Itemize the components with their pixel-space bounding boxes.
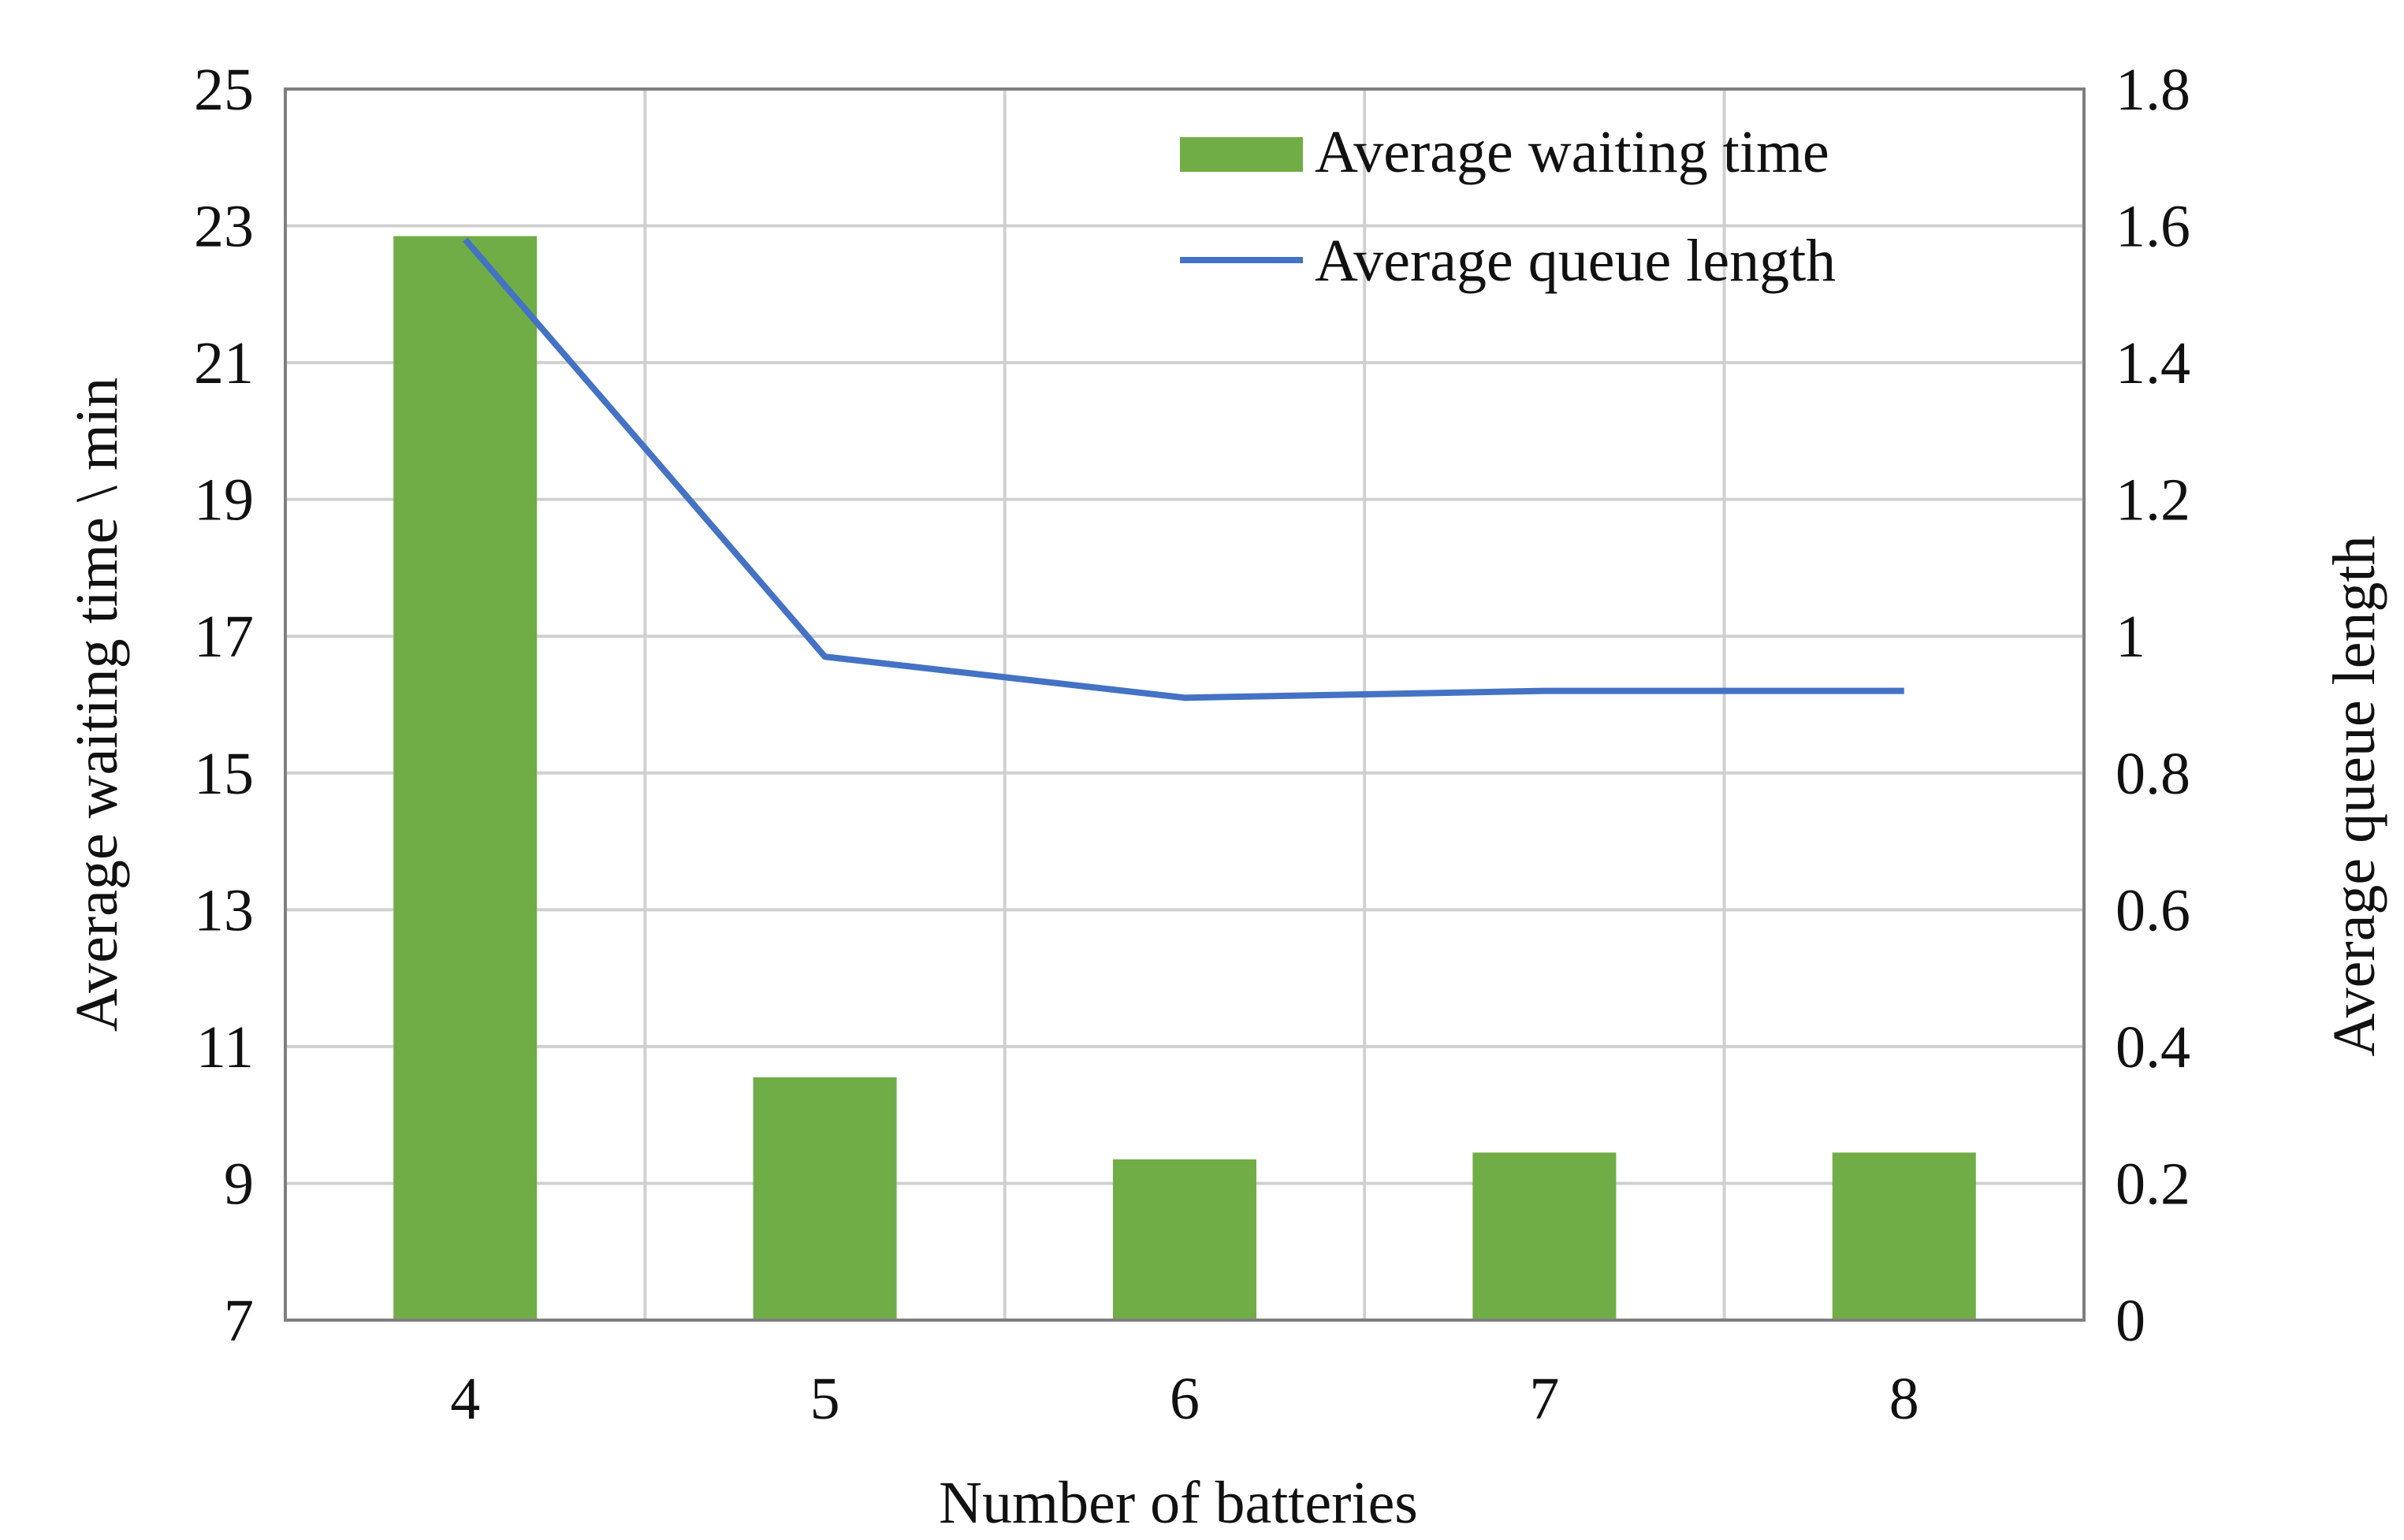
legend: Average waiting time Average queue lengt… bbox=[1180, 119, 1836, 294]
legend-label-queue-length: Average queue length bbox=[1315, 228, 1836, 294]
y2-tick-label: 0.8 bbox=[2116, 741, 2190, 807]
y-tick-label: 13 bbox=[194, 877, 254, 943]
line-queue-length bbox=[463, 237, 1904, 701]
y-tick-label: 15 bbox=[194, 741, 254, 807]
y-tick-label: 17 bbox=[194, 604, 254, 670]
x-tick-label: 5 bbox=[810, 1366, 840, 1432]
y-axis-title: Average waiting time \ min bbox=[64, 378, 130, 1032]
y-tick-label: 19 bbox=[194, 467, 254, 534]
x-tick-label: 4 bbox=[450, 1366, 480, 1432]
y-tick-label: 21 bbox=[194, 330, 254, 396]
y2-tick-label: 1.2 bbox=[2116, 467, 2190, 534]
y2-tick-label: 0.4 bbox=[2116, 1014, 2190, 1081]
legend-label-waiting-time: Average waiting time bbox=[1315, 119, 1829, 185]
x-axis-ticks: 4 5 6 7 8 bbox=[450, 1366, 1919, 1432]
y2-tick-label: 0 bbox=[2116, 1288, 2145, 1354]
y2-tick-label: 1 bbox=[2116, 604, 2145, 670]
bar-series bbox=[393, 236, 1976, 1320]
bar-waiting-time-4 bbox=[393, 236, 538, 1320]
y2-axis-title: Average queue length bbox=[2321, 535, 2387, 1056]
left-axis-ticks: 7 9 11 13 15 17 19 21 23 25 bbox=[194, 57, 254, 1354]
y-tick-label: 11 bbox=[196, 1014, 254, 1081]
x-tick-label: 7 bbox=[1529, 1366, 1559, 1432]
bar-waiting-time-6 bbox=[1113, 1159, 1256, 1320]
bar-waiting-time-5 bbox=[753, 1077, 897, 1320]
y-tick-label: 9 bbox=[224, 1151, 254, 1217]
line-series bbox=[463, 237, 1904, 701]
bar-waiting-time-7 bbox=[1472, 1152, 1617, 1320]
y2-tick-label: 0.6 bbox=[2116, 877, 2190, 943]
y-tick-label: 25 bbox=[194, 57, 254, 123]
bar-waiting-time-8 bbox=[1832, 1152, 1976, 1320]
right-axis-ticks: 0 0.2 0.4 0.6 0.8 1 1.2 1.4 1.6 1.8 bbox=[2116, 57, 2190, 1354]
grid-lines bbox=[285, 87, 2084, 1322]
x-tick-label: 8 bbox=[1889, 1366, 1919, 1432]
y-tick-label: 23 bbox=[194, 194, 254, 260]
x-axis-title: Number of batteries bbox=[939, 1470, 1418, 1536]
y2-tick-label: 1.8 bbox=[2116, 57, 2190, 123]
y2-tick-label: 1.6 bbox=[2116, 194, 2190, 260]
plot-frame bbox=[284, 87, 2086, 1322]
y2-tick-label: 0.2 bbox=[2116, 1151, 2190, 1217]
y2-tick-label: 1.4 bbox=[2116, 330, 2190, 396]
x-tick-label: 6 bbox=[1170, 1366, 1200, 1432]
y-tick-label: 7 bbox=[224, 1288, 254, 1354]
legend-swatch-waiting-time bbox=[1180, 137, 1303, 172]
